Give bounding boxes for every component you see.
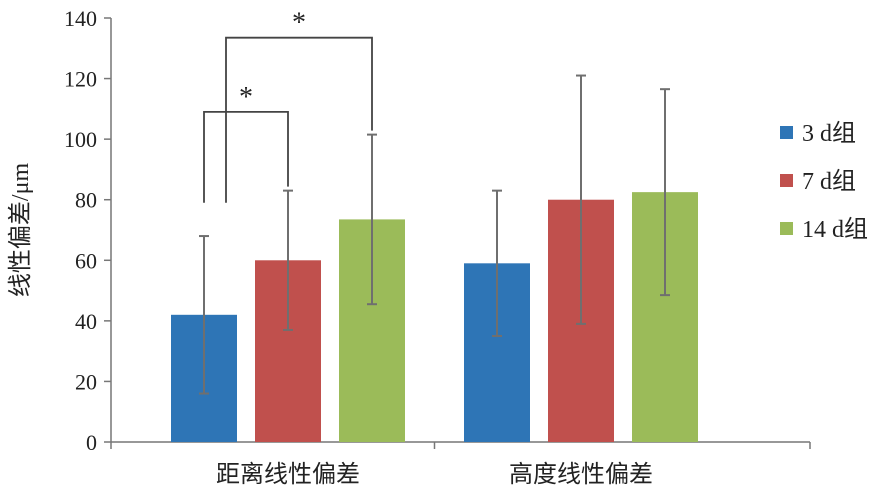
y-tick-label: 0: [86, 430, 97, 455]
significance-marker: *: [239, 82, 253, 113]
category-label: 高度线性偏差: [509, 461, 653, 488]
y-tick-label: 60: [75, 248, 97, 273]
category-label: 距离线性偏差: [216, 461, 360, 488]
y-tick-label: 40: [75, 309, 97, 334]
y-tick-label: 100: [64, 127, 97, 152]
y-tick-label: 120: [64, 67, 97, 92]
legend-swatch: [780, 126, 793, 139]
legend-swatch: [780, 174, 793, 187]
significance-bracket: [203, 110, 289, 203]
significance-marker: *: [292, 8, 306, 39]
legend-label: 14 d组: [802, 216, 868, 243]
legend-label: 7 d组: [802, 168, 856, 195]
y-tick-label: 140: [64, 6, 97, 31]
legend-label: 3 d组: [802, 120, 856, 147]
y-tick-label: 80: [75, 188, 97, 213]
legend-swatch: [780, 222, 793, 235]
y-tick-label: 20: [75, 369, 97, 394]
significance-bracket: [225, 36, 373, 203]
y-axis-title: 线性偏差/μm: [7, 163, 34, 298]
